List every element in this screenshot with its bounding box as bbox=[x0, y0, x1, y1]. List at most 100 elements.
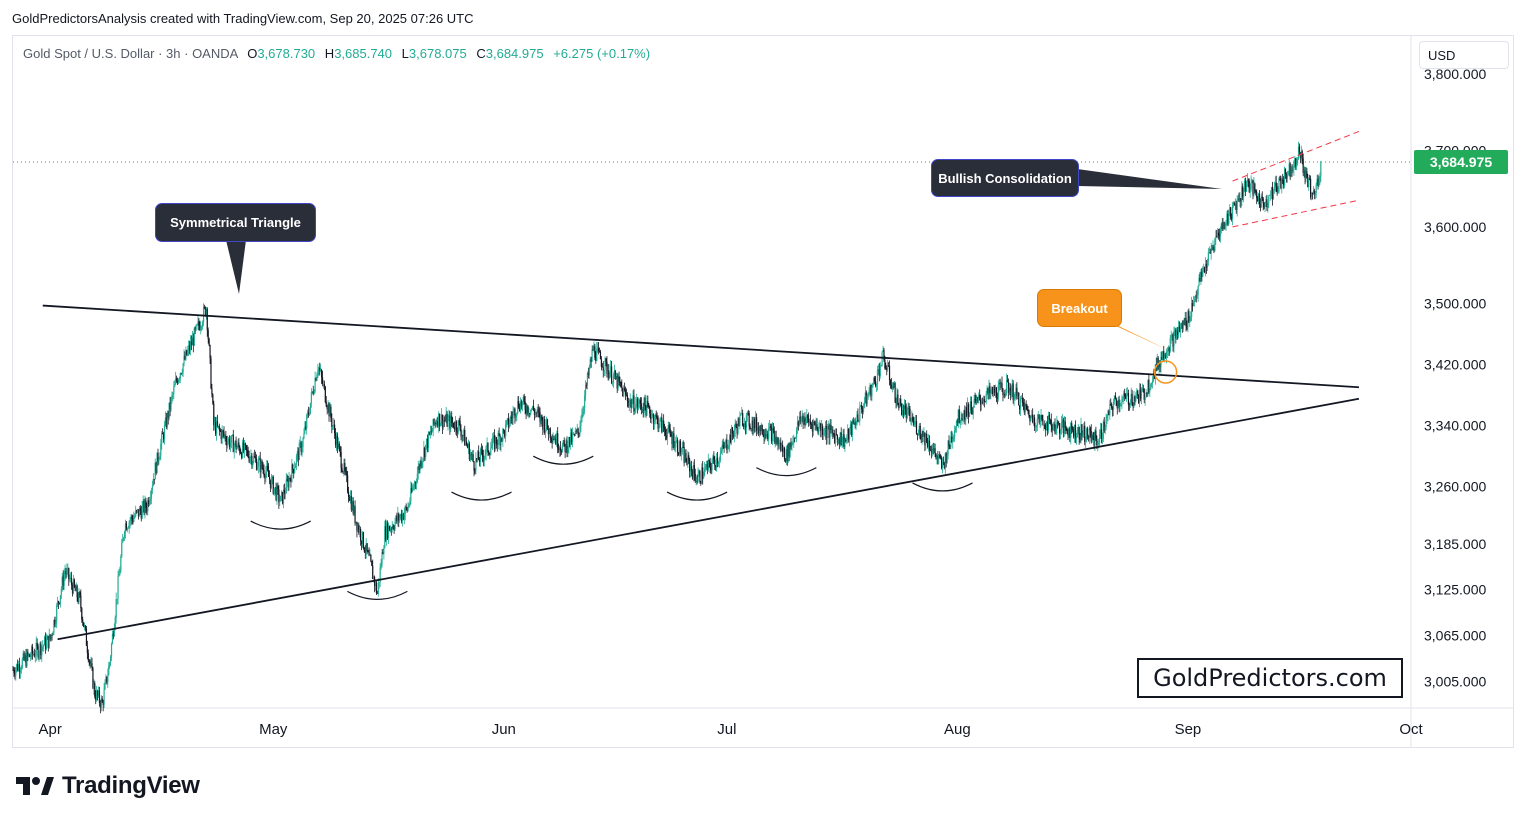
candle-body bbox=[572, 433, 575, 435]
candle-body bbox=[1131, 393, 1133, 403]
candle-body bbox=[830, 424, 832, 431]
candle-body bbox=[291, 464, 293, 483]
swing-low-arc bbox=[756, 467, 817, 477]
candle-body bbox=[558, 447, 561, 451]
candle-body bbox=[680, 452, 682, 454]
candle-body bbox=[329, 406, 331, 417]
candle-body bbox=[1124, 393, 1126, 396]
candle-body bbox=[679, 441, 681, 454]
candle-body bbox=[1226, 213, 1228, 224]
triangle-trendline[interactable] bbox=[57, 397, 1360, 641]
candle-body bbox=[1241, 186, 1243, 202]
candle-body bbox=[1191, 303, 1193, 318]
candle-body bbox=[267, 465, 269, 470]
candle-body bbox=[779, 442, 781, 445]
candle-body bbox=[624, 390, 627, 395]
channel-line[interactable] bbox=[1232, 199, 1360, 228]
time-tick-label: Jun bbox=[492, 721, 516, 738]
candle-body bbox=[630, 399, 632, 408]
candle-body bbox=[629, 399, 631, 403]
candle-body bbox=[1264, 202, 1266, 208]
candle-body bbox=[795, 437, 797, 439]
candle-body bbox=[1279, 178, 1281, 180]
candle-body bbox=[535, 412, 537, 414]
candle-body bbox=[425, 445, 427, 457]
candle-body bbox=[1014, 392, 1016, 400]
candle-body bbox=[850, 424, 853, 435]
candle-body bbox=[451, 416, 453, 423]
candle-body bbox=[490, 448, 492, 455]
candle-body bbox=[340, 451, 342, 468]
candle-body bbox=[799, 416, 801, 422]
candle-body bbox=[1096, 438, 1098, 446]
candle-body bbox=[112, 633, 114, 637]
candle-body bbox=[628, 402, 630, 406]
candle-body bbox=[584, 384, 587, 396]
candle-body bbox=[475, 458, 477, 471]
candle-body bbox=[1092, 435, 1094, 439]
candle-body bbox=[1075, 437, 1077, 439]
candle-body bbox=[1311, 192, 1314, 194]
candle-body bbox=[1270, 187, 1273, 195]
candle-body bbox=[764, 434, 766, 438]
candle-body bbox=[309, 402, 312, 414]
candle-body bbox=[617, 376, 619, 389]
candle-body bbox=[756, 427, 759, 431]
candle-body bbox=[411, 487, 413, 492]
candle-body bbox=[409, 501, 411, 505]
candle-body bbox=[1229, 207, 1231, 213]
candle-body bbox=[357, 525, 359, 531]
candle-body bbox=[987, 387, 989, 394]
candle-body bbox=[194, 328, 196, 330]
candle-body bbox=[1231, 205, 1234, 220]
candle-body bbox=[1083, 425, 1085, 433]
candle-body bbox=[1145, 392, 1147, 398]
candle-body bbox=[428, 432, 431, 435]
candle-body bbox=[338, 443, 340, 448]
candle-body bbox=[980, 399, 982, 405]
candle-body bbox=[505, 424, 507, 437]
candle-body bbox=[265, 471, 267, 479]
candle-body bbox=[1289, 163, 1291, 177]
candle-body bbox=[225, 435, 227, 442]
triangle-trendline[interactable] bbox=[42, 304, 1360, 389]
candle-body bbox=[607, 370, 609, 374]
candle-body bbox=[1260, 196, 1262, 208]
candle-body bbox=[1074, 424, 1077, 439]
candle-body bbox=[810, 424, 813, 425]
candle-body bbox=[401, 513, 404, 522]
candle-body bbox=[1306, 171, 1308, 178]
candle-body bbox=[161, 433, 163, 444]
candle-body bbox=[1243, 191, 1245, 197]
candle-body bbox=[1221, 223, 1223, 230]
ohlc-high: H3,685.740 bbox=[325, 46, 392, 61]
candle-body bbox=[1134, 396, 1136, 401]
candle-body bbox=[1206, 260, 1209, 268]
candle-body bbox=[299, 442, 301, 444]
candle-body bbox=[407, 505, 409, 511]
candle-body bbox=[234, 440, 236, 446]
candle-body bbox=[637, 399, 639, 408]
candle-body bbox=[967, 404, 970, 417]
candle-body bbox=[839, 432, 841, 446]
open-value: 3,678.730 bbox=[257, 46, 316, 61]
candle-body bbox=[994, 387, 997, 393]
candle-body bbox=[826, 429, 828, 439]
candle-body bbox=[78, 592, 80, 602]
candle-body bbox=[478, 451, 480, 461]
candle-body bbox=[82, 619, 84, 623]
candle-body bbox=[1228, 212, 1230, 224]
candle-body bbox=[1150, 383, 1152, 390]
currency-selector[interactable]: USD bbox=[1419, 41, 1509, 69]
candle-body bbox=[375, 582, 378, 593]
channel-line[interactable] bbox=[1232, 130, 1360, 182]
candle-body bbox=[1195, 295, 1197, 297]
candle-body bbox=[1138, 389, 1141, 403]
candle-body bbox=[452, 422, 455, 428]
candle-body bbox=[690, 466, 692, 472]
candle-body bbox=[492, 435, 495, 438]
candle-body bbox=[362, 532, 365, 549]
tradingview-brand[interactable]: TradingView bbox=[16, 772, 200, 800]
candle-body bbox=[569, 436, 571, 446]
